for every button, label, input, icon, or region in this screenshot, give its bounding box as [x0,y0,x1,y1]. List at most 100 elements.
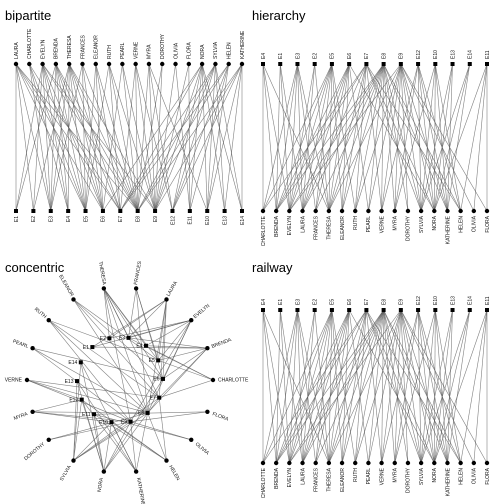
edge [302,309,384,464]
edge [33,63,70,212]
edge [73,399,83,461]
node-label: THERESA [327,215,333,239]
edge [147,347,208,414]
woman-node [405,460,411,466]
node-label: BRENDA [274,467,280,489]
edge [400,309,475,464]
node-label: E13 [450,50,456,59]
edge [224,63,243,212]
edge [354,309,402,464]
edge [383,309,422,464]
edge [354,63,402,212]
edge [50,63,57,212]
edge [102,63,203,212]
edge [145,345,208,349]
node-label: KATHERINE [135,477,146,504]
node-label: E7 [364,53,370,59]
woman-node [93,61,98,67]
edge [158,360,214,381]
edge [189,63,203,212]
edge [15,63,34,212]
edge [302,309,367,464]
edge [302,63,315,212]
woman-node [484,460,490,466]
edge [368,309,402,464]
node-label: E11 [188,216,194,225]
woman-node [13,61,19,67]
edge [289,63,333,212]
node-label: RUTH [353,468,359,482]
edge [42,63,138,212]
node-label: OLIVIA [173,42,179,59]
edge [279,309,290,464]
edge [42,63,104,212]
edge [328,63,350,212]
woman-node [260,460,266,466]
event-node [14,209,18,213]
event-node [135,209,140,213]
woman-node [27,61,32,67]
node-label: FLORA [187,42,193,59]
edge [394,63,419,212]
edge [148,63,156,212]
edge [55,63,86,212]
woman-node [80,61,85,67]
woman-node [199,61,205,67]
edge [275,309,281,464]
node-label: E2 [312,299,318,305]
edge [331,309,356,464]
edge [400,309,448,464]
event-node [160,376,165,381]
node-label: VERNE [5,378,23,384]
edge [50,63,70,212]
edge [135,288,164,380]
edge [108,63,156,212]
edge [394,63,402,212]
edge [26,379,160,398]
edge [15,63,86,212]
node-label: E6 [347,53,353,59]
edge [55,63,138,212]
woman-node [273,460,279,466]
edge [81,399,137,472]
edge [383,63,396,212]
node-label: E8 [381,299,387,305]
node-label: RUTH [107,45,113,59]
node-label: E1 [14,216,20,222]
edge [279,63,303,212]
event-node [467,62,472,66]
edge [122,63,156,212]
edge [93,414,167,461]
concentric-graph: THERESA FRANCES LAURA EVELYN BRENDA CHARLOTTE… [5,260,249,504]
woman-node [418,460,424,466]
event-node [381,62,386,66]
edge [73,362,82,461]
event-node [381,308,386,312]
edge [80,362,137,472]
node-label: PEARL [120,42,126,59]
edge [368,63,384,212]
node-label: ELEANOR [57,274,74,298]
node-label: ELEANOR [340,468,346,492]
node-label: E12 [170,216,176,225]
edge [341,309,384,464]
woman-node [339,460,345,466]
node-label: E2 [100,336,106,342]
concentric-panel: concentric THERESA FRANCES LAURA EVELYN BREN… [0,252,252,504]
woman-node [133,469,139,474]
node-label: OLIVIA [194,441,211,456]
node-label: PEARL [12,339,30,350]
event-node [364,62,369,66]
event-node [312,308,317,312]
woman-node [445,460,450,466]
event-node [107,336,112,341]
edge [147,412,167,461]
edge [331,63,343,212]
edge [103,288,160,398]
node-label: NORA [200,44,206,59]
node-label: LAURA [166,280,180,298]
node-label: E7 [364,299,370,305]
edge [68,63,138,212]
railway-graph: E4 E1 E3 E2 E5 E6 E7 E8 E9 E12 E10 E13 E14 E11 CHARLOT… [260,296,491,498]
event-node [450,308,455,312]
